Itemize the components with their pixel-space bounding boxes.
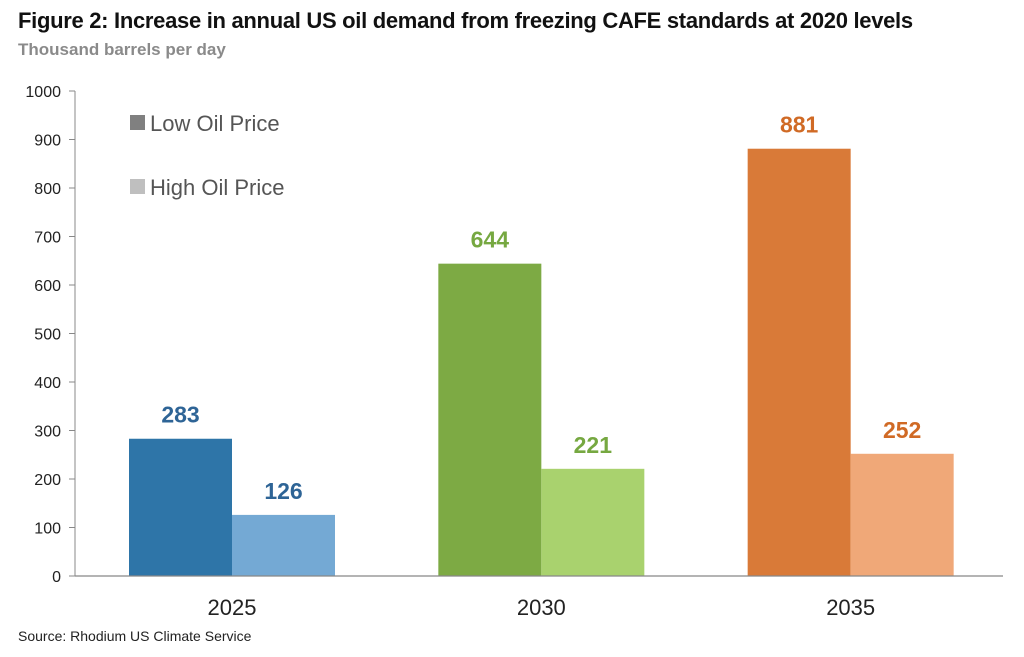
x-tick-label: 2025: [208, 595, 257, 620]
y-tick-label: 1000: [25, 84, 61, 101]
source-note: Source: Rhodium US Climate Service: [18, 628, 252, 644]
bar-2035-high: [850, 453, 954, 576]
legend-swatch: [130, 179, 145, 194]
data-labels: 283 126 644 221 881 252: [161, 112, 921, 504]
legend-label: High Oil Price: [150, 175, 284, 200]
bar-2035-low: [747, 148, 851, 576]
y-tick-label: 700: [34, 230, 61, 247]
y-tick-label: 800: [34, 181, 61, 198]
bars: [129, 148, 954, 576]
chart-title: Figure 2: Increase in annual US oil dema…: [18, 8, 913, 33]
data-label: 283: [161, 402, 199, 428]
x-tick-label: 2030: [517, 595, 566, 620]
y-axis: 0 100 200 300 400 500 600 700 800 900 1000: [25, 84, 76, 586]
data-label: 644: [471, 227, 510, 253]
bar-2025-high: [232, 514, 335, 576]
x-tick-label: 2035: [826, 595, 875, 620]
y-tick-label: 600: [34, 278, 61, 295]
bar-2030-low: [438, 263, 542, 576]
legend-label: Low Oil Price: [150, 111, 280, 136]
legend-swatch: [130, 115, 145, 130]
bar-2030-high: [541, 468, 645, 576]
y-tick-label: 400: [34, 375, 61, 392]
y-tick-label: 500: [34, 327, 61, 344]
data-label: 252: [883, 417, 921, 443]
y-tick-label: 0: [52, 569, 61, 586]
y-tick-label: 100: [34, 521, 61, 538]
y-tick-label: 900: [34, 133, 61, 150]
y-tick-label: 200: [34, 472, 61, 489]
data-label: 221: [574, 432, 613, 458]
y-tick-label: 300: [34, 424, 61, 441]
chart-subtitle: Thousand barrels per day: [18, 40, 226, 59]
data-label: 881: [780, 112, 819, 138]
bar-2025-low: [129, 438, 232, 576]
x-axis: 2025 2030 2035: [75, 575, 1003, 620]
data-label: 126: [264, 478, 302, 504]
legend: Low Oil Price High Oil Price: [130, 111, 284, 200]
